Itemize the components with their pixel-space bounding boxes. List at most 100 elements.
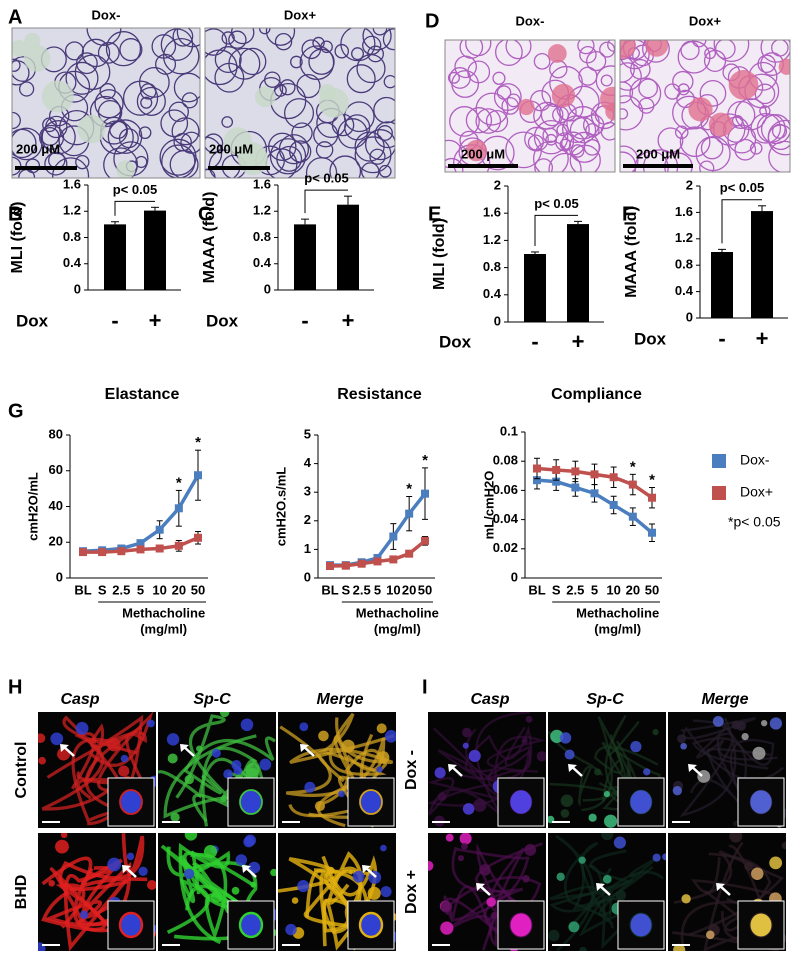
- column-label: Dox-: [92, 7, 121, 22]
- marker: [373, 557, 382, 566]
- alveolus: [214, 46, 242, 74]
- y-tick-label: 0.04: [493, 511, 519, 526]
- cell: [761, 720, 768, 727]
- alveolus: [677, 83, 690, 96]
- cell: [681, 894, 691, 904]
- alveolus: [354, 136, 392, 174]
- cell: [79, 910, 89, 920]
- y-tick-label: 0.06: [493, 482, 518, 497]
- scale-bar: [623, 164, 693, 168]
- micrograph: [12, 28, 200, 178]
- alveolus: [680, 40, 700, 61]
- tissue: [555, 834, 621, 951]
- alveolus: [506, 93, 521, 108]
- arrow-head: [716, 883, 725, 891]
- alveolus: [570, 144, 585, 158]
- y-tick-label: 1.2: [63, 203, 81, 218]
- alveolus: [582, 114, 605, 136]
- alveolus: [94, 89, 124, 119]
- alveolus: [552, 106, 570, 124]
- alveolus: [25, 158, 41, 174]
- alveolus: [343, 101, 375, 133]
- panel-label: B: [8, 203, 22, 225]
- scale-bar-label: 200 μM: [461, 146, 505, 161]
- marker: [533, 464, 541, 473]
- cell: [211, 748, 221, 758]
- y-tick-label: 0: [264, 281, 271, 296]
- cell: [244, 834, 257, 847]
- cell: [486, 897, 496, 907]
- annotation: p< 0.05: [720, 180, 764, 195]
- alveolus: [52, 157, 90, 178]
- alveolus: [505, 131, 543, 169]
- marker: [326, 561, 334, 570]
- vessel: [41, 80, 74, 113]
- cell: [147, 880, 156, 890]
- inset-cell: [629, 789, 653, 815]
- alveolus: [657, 127, 684, 154]
- x-tick-label: 10: [386, 582, 400, 597]
- alveolus: [119, 38, 143, 62]
- cell: [536, 751, 546, 762]
- alveolus: [768, 140, 790, 172]
- cell: [219, 712, 230, 718]
- cell: [524, 843, 537, 856]
- column-label: Dox+: [689, 13, 722, 28]
- inset-cell: [239, 789, 263, 815]
- legend-swatch: [712, 454, 726, 468]
- x-tick-label: S: [341, 582, 350, 597]
- cell: [341, 739, 355, 753]
- alveolus: [264, 71, 281, 88]
- alveolus: [118, 128, 139, 149]
- cell: [38, 756, 46, 765]
- alveolus: [181, 92, 198, 109]
- arrow-head: [300, 744, 309, 752]
- arrow-head: [596, 883, 605, 891]
- micrograph: [548, 712, 666, 828]
- note: *p< 0.05: [728, 514, 781, 530]
- arrow-head: [242, 865, 251, 873]
- alveolus: [75, 154, 90, 170]
- marker: [628, 512, 637, 521]
- cell: [297, 880, 310, 893]
- vessel: [605, 102, 615, 121]
- alveolus: [75, 52, 98, 75]
- marker: [552, 465, 561, 474]
- x-tick-label: +: [756, 326, 769, 351]
- alveolus: [12, 60, 30, 86]
- cell: [380, 886, 392, 898]
- cell: [437, 792, 447, 801]
- arrow-head: [688, 764, 697, 772]
- alveolus: [312, 36, 325, 50]
- panel-label: C: [198, 203, 212, 225]
- alveolus: [361, 162, 380, 178]
- alveolus: [214, 62, 245, 93]
- cell: [604, 814, 618, 828]
- cell: [473, 798, 487, 812]
- cell: [459, 833, 472, 845]
- alveolus: [176, 28, 200, 48]
- alveolus: [585, 123, 600, 138]
- x-axis-label: Dox: [16, 311, 49, 330]
- alveolus: [351, 47, 365, 61]
- cell: [367, 886, 381, 900]
- cell: [231, 886, 240, 895]
- cell: [705, 930, 715, 940]
- inset-cell: [119, 789, 143, 815]
- x-tick-label: S: [98, 582, 107, 597]
- cell: [285, 923, 297, 936]
- vessel: [255, 86, 276, 108]
- annotation: p< 0.05: [304, 171, 348, 186]
- alveolus: [374, 121, 395, 149]
- cell: [55, 839, 69, 854]
- significance-star: *: [422, 452, 428, 469]
- cell: [235, 854, 248, 866]
- chart-title: Elastance: [105, 386, 180, 403]
- vessel: [318, 87, 349, 118]
- annotation: p< 0.05: [113, 182, 157, 197]
- cell: [107, 737, 121, 752]
- cell: [662, 853, 666, 861]
- alveolus: [534, 158, 554, 172]
- cell: [613, 836, 626, 849]
- cell: [556, 872, 565, 881]
